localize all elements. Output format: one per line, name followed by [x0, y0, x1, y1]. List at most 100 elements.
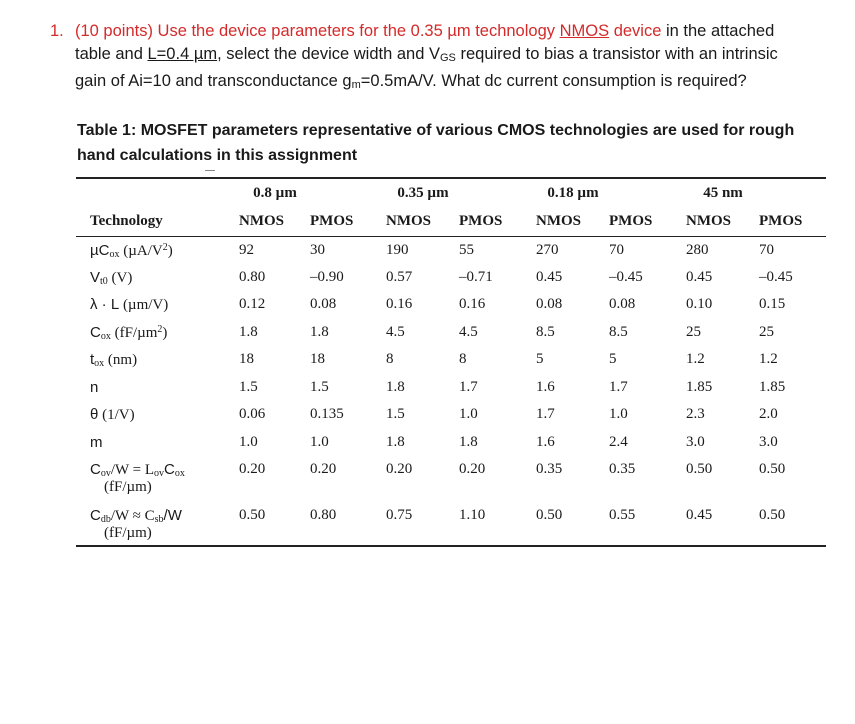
table-cell: 70: [759, 242, 774, 258]
table-cell: 0.08: [609, 296, 636, 312]
table-cell: 8: [459, 351, 467, 367]
table-cell: 0.55: [609, 507, 636, 523]
row-label-part: C: [90, 324, 101, 341]
table-cell: 2.3: [686, 406, 705, 422]
table-cell: 0.50: [759, 461, 786, 477]
table-cell: 1.8: [239, 324, 258, 340]
table-cell: 25: [686, 324, 701, 340]
row-label: Cov/W = LovCox (fF/µm): [90, 461, 185, 496]
table-header-rule: [76, 236, 826, 237]
table-cell: 0.35: [536, 461, 563, 477]
table-cell: 0.15: [759, 296, 786, 312]
table-cell: –0.45: [609, 269, 643, 285]
device-type-header: PMOS: [609, 213, 653, 229]
table-cell: 0.16: [386, 296, 413, 312]
row-label-part: ox: [174, 468, 185, 479]
table-cell: 0.35: [609, 461, 636, 477]
table-cell: 1.7: [459, 379, 478, 395]
device-type-header: NMOS: [386, 213, 431, 229]
device-type-header: PMOS: [459, 213, 503, 229]
table-cell: 18: [310, 351, 325, 367]
row-label-part: ox: [100, 331, 111, 342]
nmos-link[interactable]: NMOS: [559, 22, 610, 40]
tech-header: 0.18 µm: [547, 185, 599, 201]
row-label-part: ): [162, 325, 168, 341]
row-label-part: db: [100, 514, 111, 525]
table-cell: –0.45: [759, 269, 793, 285]
table-cell: 8.5: [609, 324, 628, 340]
table-cell: 1.0: [459, 406, 478, 422]
row-label-part: θ: [90, 406, 99, 423]
question-number: 1.: [50, 22, 64, 40]
row-label-part: V: [90, 269, 101, 286]
caption-mark: [205, 170, 215, 171]
table-cell: 0.45: [686, 269, 713, 285]
table-cell: 190: [386, 242, 409, 258]
table-cell: 270: [536, 242, 559, 258]
table-cell: 0.20: [239, 461, 266, 477]
row-label: m: [90, 434, 103, 452]
table-cell: 25: [759, 324, 774, 340]
table-cell: 8.5: [536, 324, 555, 340]
table-cell: 0.12: [239, 296, 266, 312]
device-type-header: NMOS: [536, 213, 581, 229]
table-cell: 1.8: [459, 434, 478, 450]
row-label-part: n: [90, 379, 99, 396]
table-cell: 1.0: [239, 434, 258, 450]
row-label-part: /W ≈ C: [110, 508, 155, 524]
table-cell: 1.7: [536, 406, 555, 422]
table-top-rule: [76, 177, 826, 179]
row-label: Vt0 (V): [90, 269, 132, 287]
table-cell: 1.5: [310, 379, 329, 395]
row-label-part: (nm): [104, 352, 138, 368]
table-cell: 1.0: [609, 406, 628, 422]
row-label-part: C: [90, 507, 101, 524]
row-label: n: [90, 379, 98, 397]
table-cell: 1.7: [609, 379, 628, 395]
table-cell: 0.08: [310, 296, 337, 312]
tech-header: 45 nm: [703, 185, 743, 201]
row-label: µCox (µA/V2): [90, 242, 173, 260]
l-value: L=0.4 µm: [147, 45, 218, 63]
row-label: tox (nm): [90, 351, 137, 369]
row-label-part: ox: [109, 249, 120, 260]
row-label-part: ): [167, 243, 173, 259]
table-cell: 2.4: [609, 434, 628, 450]
question-text: (10 points) Use the device parameters fo…: [75, 22, 778, 91]
row-label-part: ox: [94, 358, 105, 369]
table-cell: 55: [459, 242, 474, 258]
row-label-part: m: [90, 434, 103, 451]
table-cell: 0.45: [686, 507, 713, 523]
row-label-part: t0: [100, 276, 108, 287]
table-cell: 1.8: [386, 434, 405, 450]
table-cell: 0.10: [686, 296, 713, 312]
table-cell: –0.71: [459, 269, 493, 285]
table-cell: 0.80: [239, 269, 266, 285]
row-label-part: 2: [157, 324, 163, 335]
table-cell: –0.90: [310, 269, 344, 285]
table-cell: 4.5: [459, 324, 478, 340]
row-label: Cdb/W ≈ Csb/W (fF/µm): [90, 507, 182, 542]
table-cell: 0.06: [239, 406, 266, 422]
table-cell: 1.85: [759, 379, 786, 395]
row-label: θ (1/V): [90, 406, 135, 424]
tech-header: 0.35 µm: [397, 185, 449, 201]
table-cell: 3.0: [759, 434, 778, 450]
table-cell: 1.5: [239, 379, 258, 395]
table-cell: 1.10: [459, 507, 486, 523]
row-label-part: (µA/V: [119, 243, 163, 259]
table-cell: 1.2: [759, 351, 778, 367]
table-bottom-rule: [76, 545, 826, 547]
table-cell: 0.50: [536, 507, 563, 523]
device-type-header: NMOS: [239, 213, 284, 229]
tech-header: 0.8 µm: [253, 185, 297, 201]
device-type-header: PMOS: [759, 213, 803, 229]
table-cell: 8: [386, 351, 394, 367]
row-label-unit: (fF/µm): [104, 525, 152, 541]
table-cell: 3.0: [686, 434, 705, 450]
table-cell: 0.16: [459, 296, 486, 312]
table-cell: 0.50: [239, 507, 266, 523]
table-cell: 1.8: [310, 324, 329, 340]
table-cell: 0.20: [386, 461, 413, 477]
table-caption: Table 1: MOSFET parameters representativ…: [77, 122, 795, 164]
